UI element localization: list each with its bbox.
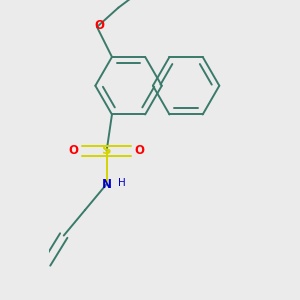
Text: O: O [134, 144, 144, 158]
Text: O: O [69, 144, 79, 158]
Text: N: N [102, 178, 112, 190]
Text: H: H [118, 178, 125, 188]
Text: O: O [94, 20, 104, 32]
Text: S: S [102, 144, 111, 158]
